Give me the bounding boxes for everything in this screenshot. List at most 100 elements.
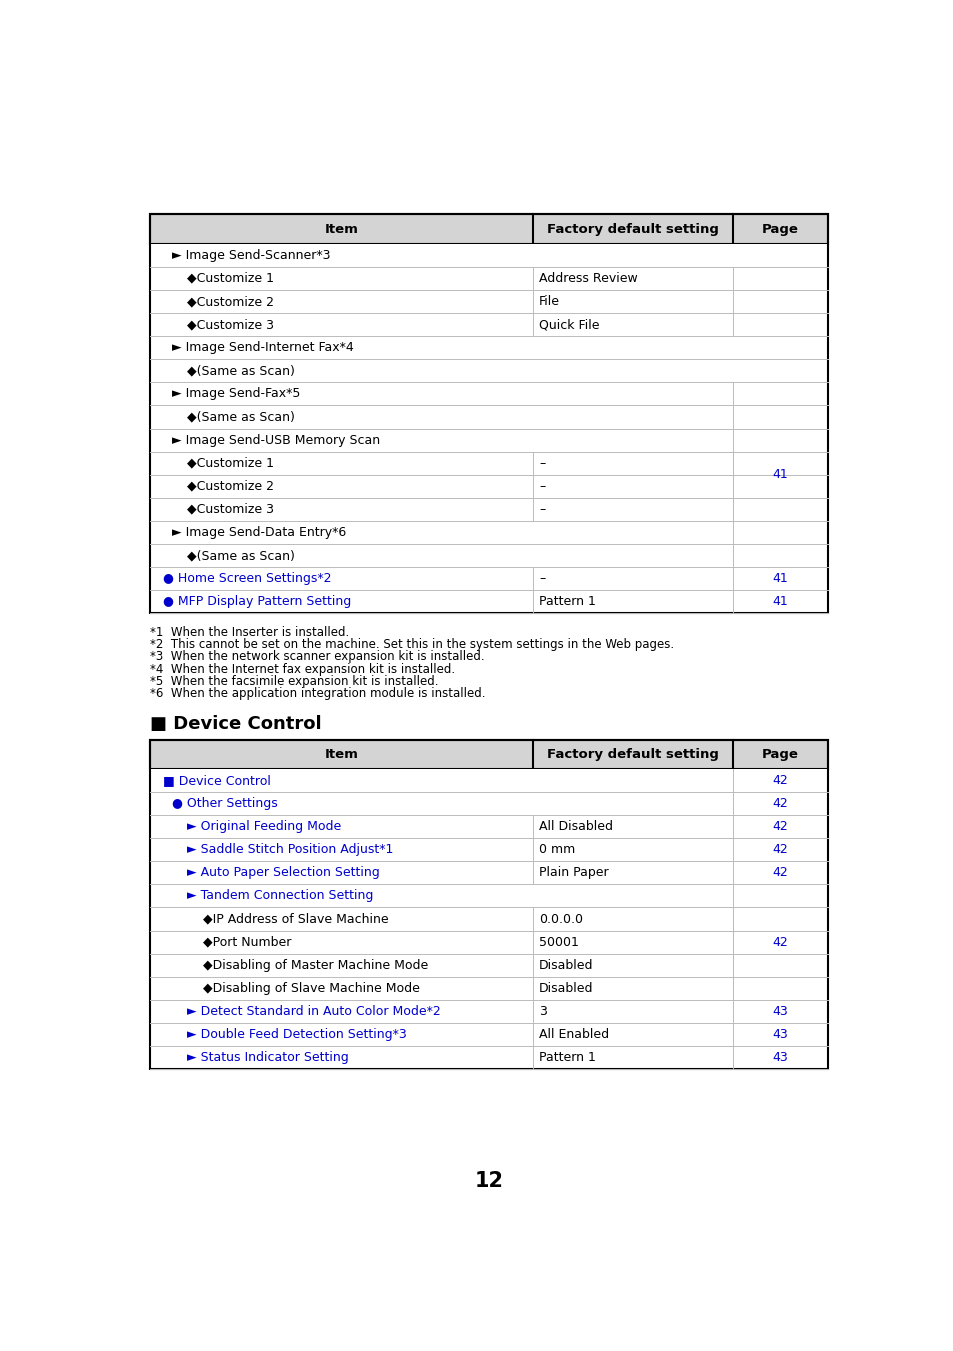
Text: 43: 43 (772, 1005, 787, 1017)
Text: Item: Item (324, 223, 358, 235)
Text: ◆(Same as Scan): ◆(Same as Scan) (187, 411, 295, 423)
Text: Disabled: Disabled (538, 959, 593, 971)
Text: ◆Customize 2: ◆Customize 2 (187, 480, 274, 493)
Bar (150, 954, 827, 977)
Text: Pattern 1: Pattern 1 (538, 1051, 596, 1065)
Text: 43: 43 (772, 1051, 787, 1065)
Text: ◆(Same as Scan): ◆(Same as Scan) (187, 365, 295, 377)
Bar (150, 336, 827, 359)
Text: –: – (538, 457, 545, 470)
Text: ► Double Feed Detection Setting*3: ► Double Feed Detection Setting*3 (187, 1028, 407, 1042)
Bar (150, 1023, 827, 1046)
Text: 43: 43 (772, 1028, 787, 1042)
Text: ► Image Send-USB Memory Scan: ► Image Send-USB Memory Scan (172, 434, 379, 447)
Text: 42: 42 (772, 866, 787, 880)
Bar (150, 769, 827, 792)
Text: ► Detect Standard in Auto Color Mode*2: ► Detect Standard in Auto Color Mode*2 (187, 1005, 440, 1017)
Bar (150, 977, 827, 1000)
Text: 42: 42 (772, 774, 787, 786)
Bar (150, 215, 827, 613)
Bar (150, 739, 827, 1069)
Bar (150, 382, 827, 405)
Text: Disabled: Disabled (538, 982, 593, 994)
Text: 12: 12 (474, 1171, 503, 1190)
Text: All Disabled: All Disabled (538, 820, 613, 834)
Bar (150, 405, 827, 428)
Text: Quick File: Quick File (538, 317, 599, 331)
Bar (150, 215, 827, 243)
Text: ● MFP Display Pattern Setting: ● MFP Display Pattern Setting (162, 596, 351, 608)
Text: ► Original Feeding Mode: ► Original Feeding Mode (187, 820, 341, 834)
Bar (150, 1000, 827, 1023)
Bar (150, 359, 827, 382)
Text: Plain Paper: Plain Paper (538, 866, 608, 880)
Text: *3  When the network scanner expansion kit is installed.: *3 When the network scanner expansion ki… (150, 650, 484, 663)
Text: *2  This cannot be set on the machine. Set this in the system settings in the We: *2 This cannot be set on the machine. Se… (150, 638, 674, 651)
Bar (150, 1046, 827, 1069)
Bar (150, 862, 827, 885)
Text: ◆Customize 1: ◆Customize 1 (187, 272, 274, 285)
Bar (150, 267, 827, 290)
Bar (150, 521, 827, 544)
Text: File: File (538, 295, 559, 308)
Text: ◆Customize 2: ◆Customize 2 (187, 295, 274, 308)
Text: ■ Device Control: ■ Device Control (150, 715, 321, 734)
Text: Address Review: Address Review (538, 272, 638, 285)
Text: ► Saddle Stitch Position Adjust*1: ► Saddle Stitch Position Adjust*1 (187, 843, 394, 857)
Bar (150, 931, 827, 954)
Text: ■ Device Control: ■ Device Control (162, 774, 271, 786)
Text: ◆Disabling of Master Machine Mode: ◆Disabling of Master Machine Mode (203, 959, 428, 971)
Text: 41: 41 (772, 469, 787, 481)
Text: ► Auto Paper Selection Setting: ► Auto Paper Selection Setting (187, 866, 380, 880)
Text: 42: 42 (772, 936, 787, 948)
Text: 42: 42 (772, 820, 787, 834)
Bar (150, 451, 827, 474)
Text: 41: 41 (772, 596, 787, 608)
Text: 50001: 50001 (538, 936, 578, 948)
Text: All Enabled: All Enabled (538, 1028, 609, 1042)
Text: Factory default setting: Factory default setting (546, 747, 718, 761)
Text: Factory default setting: Factory default setting (546, 223, 718, 235)
Text: ◆(Same as Scan): ◆(Same as Scan) (187, 549, 295, 562)
Text: Item: Item (324, 747, 358, 761)
Text: ◆Customize 1: ◆Customize 1 (187, 457, 274, 470)
Bar (150, 838, 827, 862)
Bar (150, 313, 827, 336)
Text: Pattern 1: Pattern 1 (538, 596, 596, 608)
Bar (150, 792, 827, 815)
Text: 0 mm: 0 mm (538, 843, 575, 857)
Text: ◆Customize 3: ◆Customize 3 (187, 503, 274, 516)
Text: *4  When the Internet fax expansion kit is installed.: *4 When the Internet fax expansion kit i… (150, 662, 455, 676)
Bar (150, 497, 827, 521)
Text: ► Tandem Connection Setting: ► Tandem Connection Setting (187, 889, 374, 902)
Text: *1  When the Inserter is installed.: *1 When the Inserter is installed. (150, 626, 349, 639)
Text: 3: 3 (538, 1005, 546, 1017)
Text: ◆Disabling of Slave Machine Mode: ◆Disabling of Slave Machine Mode (203, 982, 419, 994)
Text: ► Image Send-Scanner*3: ► Image Send-Scanner*3 (172, 249, 330, 262)
Text: –: – (538, 503, 545, 516)
Text: Page: Page (760, 747, 798, 761)
Bar (150, 290, 827, 313)
Text: ► Image Send-Internet Fax*4: ► Image Send-Internet Fax*4 (172, 342, 354, 354)
Text: –: – (538, 480, 545, 493)
Text: 0.0.0.0: 0.0.0.0 (538, 912, 582, 925)
Text: Page: Page (760, 223, 798, 235)
Text: ► Status Indicator Setting: ► Status Indicator Setting (187, 1051, 349, 1065)
Bar (150, 544, 827, 567)
Bar (150, 739, 827, 769)
Bar (150, 567, 827, 590)
Bar (150, 590, 827, 613)
Text: *6  When the application integration module is installed.: *6 When the application integration modu… (150, 688, 485, 700)
Bar (150, 815, 827, 838)
Text: ● Other Settings: ● Other Settings (172, 797, 277, 811)
Text: ► Image Send-Fax*5: ► Image Send-Fax*5 (172, 388, 300, 400)
Text: 42: 42 (772, 843, 787, 857)
Text: 42: 42 (772, 797, 787, 811)
Text: ◆IP Address of Slave Machine: ◆IP Address of Slave Machine (203, 912, 388, 925)
Text: *5  When the facsimile expansion kit is installed.: *5 When the facsimile expansion kit is i… (150, 676, 438, 688)
Text: ● Home Screen Settings*2: ● Home Screen Settings*2 (162, 573, 331, 585)
Text: –: – (538, 573, 545, 585)
Bar (150, 474, 827, 497)
Bar (150, 243, 827, 267)
Bar (150, 908, 827, 931)
